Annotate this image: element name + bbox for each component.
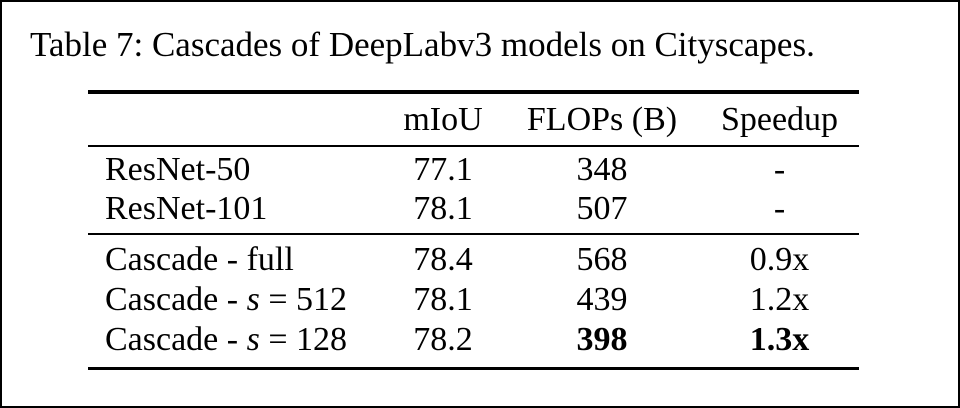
model-math-var: s (246, 281, 260, 318)
cell-miou: 78.1 (413, 281, 473, 318)
model-name: Cascade - (105, 321, 247, 358)
cell-flops: 507 (576, 189, 628, 227)
model-math-suffix: = 512 (259, 281, 348, 318)
results-table: mIoU FLOPs (B) Speedup ResNet-50 77.1 34… (88, 90, 859, 370)
model-math-suffix: = 128 (259, 321, 348, 358)
cell-miou: 78.1 (413, 189, 473, 227)
model-name: Cascade - full (105, 241, 294, 278)
cell-speedup: - (773, 189, 786, 227)
table-header-row: mIoU FLOPs (B) Speedup (88, 94, 859, 147)
table-row-cascade-s512: Cascade - s = 512 78.1 439 1.2x (88, 280, 859, 320)
cell-speedup: 0.9x (749, 241, 810, 278)
cell-flops: 568 (576, 241, 628, 278)
cell-speedup: 1.2x (749, 281, 810, 318)
model-name: ResNet-50 (105, 150, 251, 188)
cell-speedup: - (773, 150, 786, 188)
cell-model-label: Cascade - full (88, 241, 382, 279)
cell-flops: 398 (576, 321, 628, 358)
cell-speedup: 1.3x (749, 321, 810, 358)
cell-model-label: ResNet-50 (88, 151, 382, 189)
cell-miou: 77.1 (413, 150, 473, 188)
baseline-rows-group: ResNet-50 77.1 348 - ResNet-101 78.1 507… (88, 147, 859, 233)
table-row-cascade-s128: Cascade - s = 128 78.2 398 1.3x (88, 320, 859, 360)
cell-model-label: Cascade - s = 128 (88, 321, 382, 359)
cell-miou: 78.2 (413, 321, 473, 358)
col-header-flops: FLOPs (B) (526, 100, 678, 138)
col-header-speedup: Speedup (720, 100, 839, 138)
table-row-cascade-full: Cascade - full 78.4 568 0.9x (88, 240, 859, 280)
model-name: Cascade - (105, 281, 247, 318)
paper-table-figure: Table 7: Cascades of DeepLabv3 models on… (2, 24, 958, 370)
model-name: ResNet-101 (105, 189, 268, 227)
cell-flops: 348 (576, 150, 628, 188)
table-row-resnet50: ResNet-50 77.1 348 - (88, 150, 859, 189)
table-caption: Table 7: Cascades of DeepLabv3 models on… (30, 25, 815, 64)
cell-model-label: Cascade - s = 512 (88, 281, 382, 319)
cascade-rows-group: Cascade - full 78.4 568 0.9x Cascade - s… (88, 233, 859, 367)
cell-miou: 78.4 (413, 241, 473, 278)
col-header-miou: mIoU (403, 100, 483, 138)
cell-flops: 439 (576, 281, 628, 318)
table-row-resnet101: ResNet-101 78.1 507 - (88, 189, 859, 228)
cell-model-label: ResNet-101 (88, 190, 382, 228)
model-math-var: s (246, 321, 260, 358)
